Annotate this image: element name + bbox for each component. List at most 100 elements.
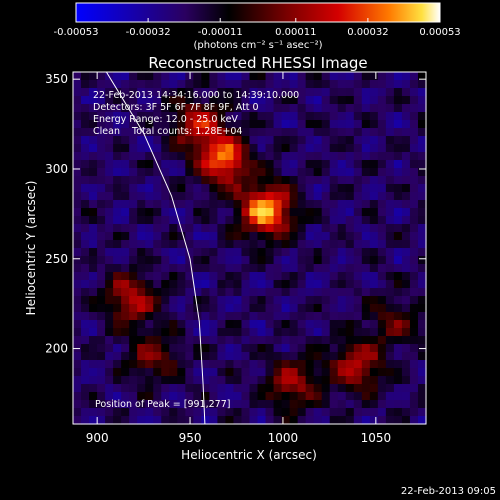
heatmap-cell	[345, 80, 355, 89]
heatmap-cell	[121, 200, 130, 209]
heatmap-cell	[345, 352, 355, 361]
heatmap-cell	[377, 296, 387, 305]
heatmap-cell	[153, 248, 162, 257]
heatmap-cell	[257, 336, 267, 345]
heatmap-cell	[241, 224, 251, 233]
heatmap-cell	[177, 192, 186, 201]
heatmap-cell	[369, 272, 379, 281]
heatmap-cell	[401, 240, 411, 249]
heatmap-cell	[153, 184, 162, 193]
heatmap-cell	[385, 184, 395, 193]
heatmap-cell	[313, 88, 323, 97]
heatmap-cell	[393, 384, 403, 393]
heatmap-cell	[241, 104, 251, 113]
heatmap-cell	[105, 296, 114, 305]
heatmap-cell	[193, 264, 202, 273]
heatmap-cell	[321, 400, 331, 409]
heatmap-cell	[209, 376, 219, 385]
heatmap-cell	[137, 376, 146, 385]
heatmap-image	[73, 72, 427, 425]
annotation-time-range: 22-Feb-2013 14:34:16.000 to 14:39:10.000	[93, 90, 299, 101]
heatmap-cell	[145, 176, 154, 185]
heatmap-cell	[273, 96, 283, 105]
heatmap-cell	[361, 80, 371, 89]
heatmap-cell	[321, 264, 331, 273]
heatmap-cell	[369, 416, 379, 425]
heatmap-cell	[121, 128, 130, 137]
heatmap-cell	[169, 288, 178, 297]
heatmap-cell	[353, 416, 363, 425]
heatmap-cell	[169, 88, 178, 97]
heatmap-cell	[409, 344, 419, 353]
heatmap-cell	[345, 368, 355, 377]
heatmap-cell	[273, 112, 283, 121]
y-tick-label: 250	[45, 252, 68, 266]
heatmap-cell	[193, 120, 202, 129]
heatmap-cell	[417, 408, 427, 417]
heatmap-cell	[113, 408, 122, 417]
heatmap-cell	[313, 352, 323, 361]
heatmap-cell	[305, 320, 315, 329]
heatmap-cell	[137, 120, 146, 129]
heatmap-cell	[145, 240, 154, 249]
heatmap-cell	[297, 88, 307, 97]
heatmap-cell	[145, 216, 154, 225]
heatmap-cell	[153, 232, 162, 241]
heatmap-cell	[289, 272, 299, 281]
heatmap-cell	[321, 328, 331, 337]
heatmap-cell	[161, 104, 170, 113]
heatmap-cell	[201, 96, 210, 105]
heatmap-cell	[137, 224, 146, 233]
heatmap-cell	[289, 200, 299, 209]
heatmap-cell	[153, 208, 162, 217]
heatmap-cell	[409, 328, 419, 337]
heatmap-cell	[409, 288, 419, 297]
heatmap-cell	[217, 400, 227, 409]
heatmap-cell	[281, 120, 291, 129]
heatmap-cell	[169, 96, 178, 105]
heatmap-cell	[89, 296, 98, 305]
heatmap-cell	[225, 384, 235, 393]
heatmap-cell	[393, 184, 403, 193]
heatmap-cell	[161, 304, 170, 313]
heatmap-cell	[89, 120, 98, 129]
heatmap-cell	[353, 344, 363, 353]
heatmap-cell	[361, 352, 371, 361]
heatmap-cell	[89, 384, 98, 393]
heatmap-cell	[297, 240, 307, 249]
heatmap-cell	[201, 408, 210, 417]
heatmap-cell	[137, 320, 146, 329]
heatmap-cell	[129, 352, 138, 361]
heatmap-cell	[345, 408, 355, 417]
heatmap-cell	[417, 360, 427, 369]
heatmap-cell	[241, 392, 251, 401]
heatmap-cell	[241, 312, 251, 321]
heatmap-cell	[233, 344, 243, 353]
heatmap-cell	[153, 168, 162, 177]
heatmap-cell	[297, 120, 307, 129]
heatmap-cell	[273, 88, 283, 97]
heatmap-cell	[193, 112, 202, 121]
heatmap-cell	[89, 312, 98, 321]
heatmap-cell	[393, 352, 403, 361]
heatmap-cell	[305, 80, 315, 89]
heatmap-cell	[89, 160, 98, 169]
heatmap-cell	[345, 168, 355, 177]
heatmap-cell	[345, 112, 355, 121]
heatmap-cell	[81, 240, 90, 249]
heatmap-cell	[337, 400, 347, 409]
heatmap-cell	[193, 128, 202, 137]
heatmap-cell	[97, 104, 106, 113]
heatmap-cell	[121, 384, 130, 393]
heatmap-cell	[289, 320, 299, 329]
heatmap-cell	[137, 200, 146, 209]
heatmap-cell	[153, 200, 162, 209]
heatmap-cell	[225, 296, 235, 305]
heatmap-cell	[313, 304, 323, 313]
heatmap-cell	[97, 336, 106, 345]
heatmap-cell	[193, 248, 202, 257]
heatmap-cell	[145, 144, 154, 153]
heatmap-cell	[81, 80, 90, 89]
heatmap-cell	[73, 232, 82, 241]
heatmap-cell	[241, 344, 251, 353]
